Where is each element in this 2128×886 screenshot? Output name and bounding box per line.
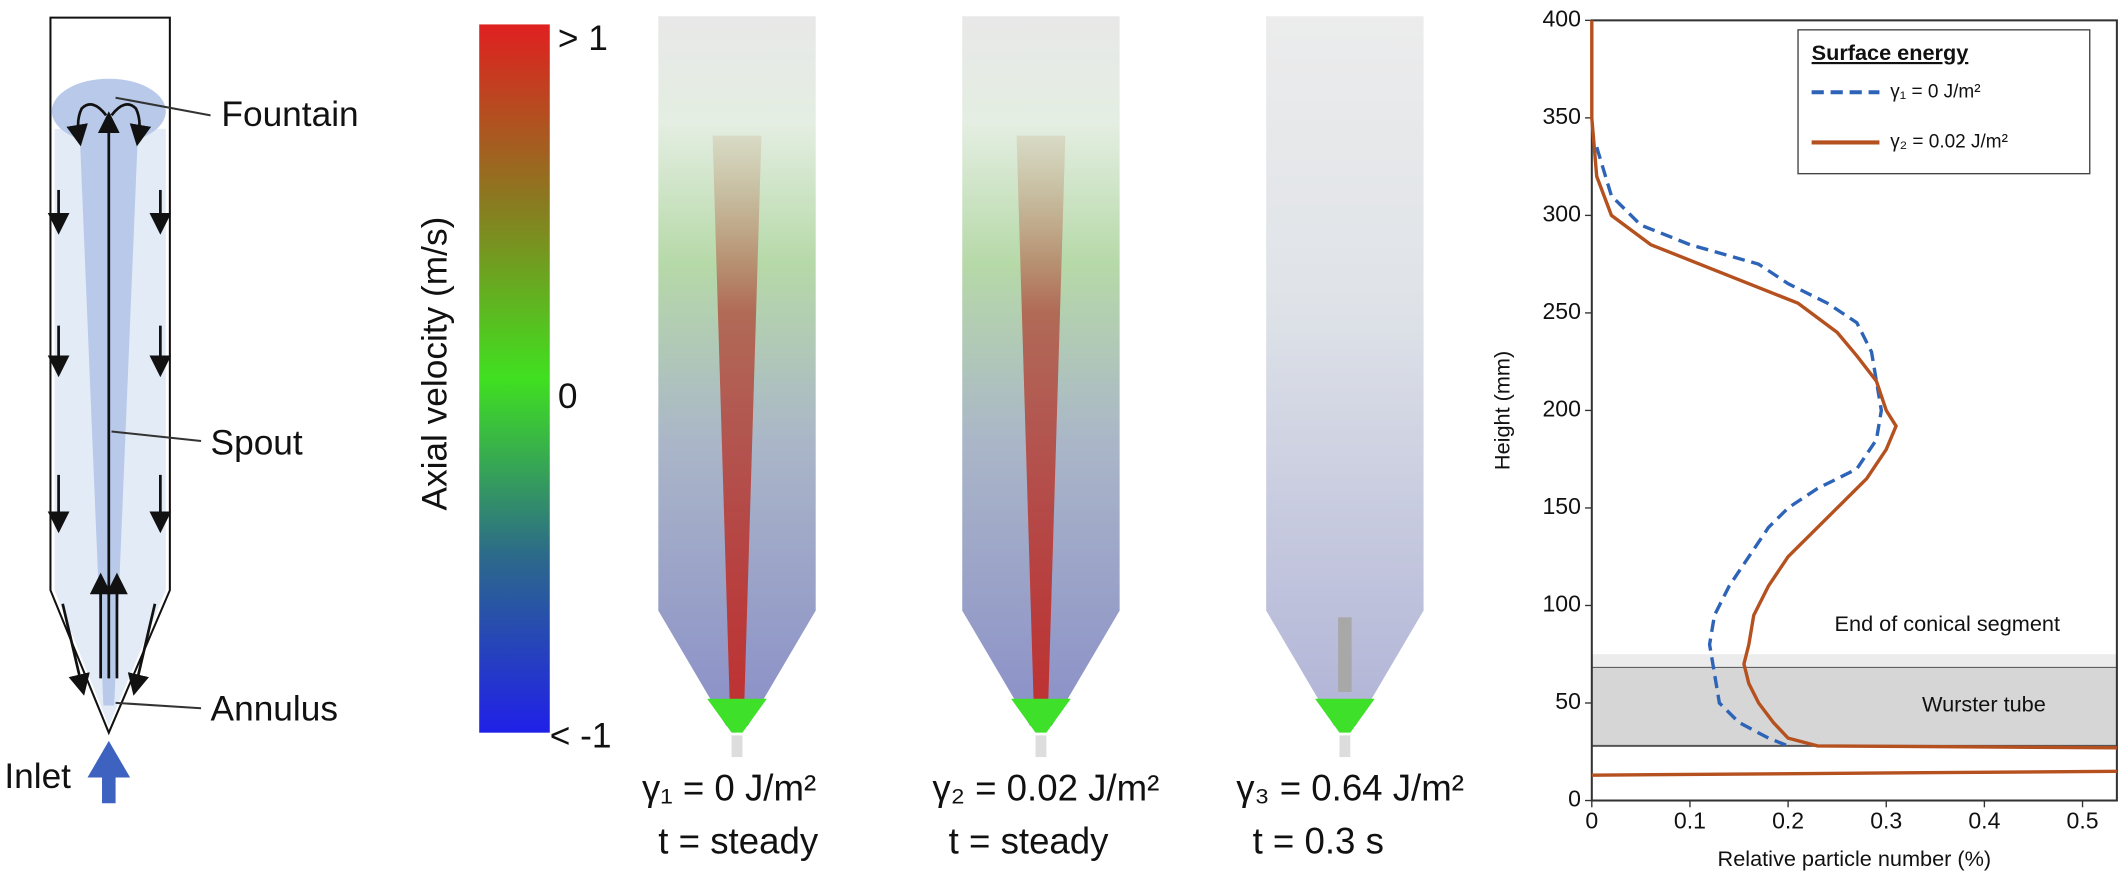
- simulation-panels: γ₁ = 0 J/m² t = steady γ₂ = 0.02 J/m² t = s…: [642, 16, 1464, 862]
- x-tick-label: 0: [1585, 807, 1598, 833]
- x-tick-label: 0.5: [2067, 807, 2099, 833]
- colorbar-label: 0: [558, 377, 578, 416]
- y-tick-label: 350: [1542, 103, 1580, 129]
- annotation-band: [1591, 654, 2117, 668]
- label: Inlet: [4, 757, 71, 796]
- flow-arrows: [47, 103, 172, 696]
- legend-box: [1797, 29, 2091, 175]
- x-tick-label: 0.3: [1870, 807, 1902, 833]
- schematic: Fountain Spout Annulus Inlet: [4, 16, 359, 804]
- annotation: Wurster tube: [1922, 691, 2046, 716]
- y-tick-label: 100: [1542, 591, 1580, 617]
- label: Spout: [211, 423, 303, 462]
- y-tick-label: 0: [1568, 786, 1581, 812]
- y-tick-label: 300: [1542, 200, 1580, 226]
- pointer-lines: [111, 96, 211, 710]
- colorbar-label: < -1: [550, 716, 612, 755]
- caption: t = steady: [658, 821, 819, 862]
- caption: γ₁ = 0 J/m²: [642, 768, 816, 809]
- y-tick-label: 250: [1542, 298, 1580, 324]
- x-tick-label: 0.1: [1674, 807, 1706, 833]
- wurster-tube: [1338, 617, 1352, 692]
- spout-core: [712, 135, 762, 720]
- caption: t = 0.3 s: [1253, 821, 1384, 862]
- series-line: [1590, 20, 2117, 777]
- annotation-band: [1591, 667, 2117, 746]
- inlet-jet: [1011, 698, 1071, 733]
- colorbar-label: > 1: [558, 19, 608, 58]
- inlet-jet: [1315, 698, 1375, 733]
- label: Annulus: [211, 689, 338, 728]
- label: Fountain: [221, 95, 358, 134]
- y-tick-label: 400: [1542, 5, 1580, 31]
- x-axis-title: Relative particle number (%): [1718, 846, 1992, 871]
- panel: γ₂ = 0.02 J/m² t = steady: [932, 16, 1159, 862]
- series-line: [1595, 146, 1884, 748]
- inlet-pipe: [1035, 735, 1047, 758]
- y-axis-title: Height (mm): [1489, 351, 1514, 470]
- colorbar-gradient: [479, 24, 550, 733]
- x-tick-label: 0.2: [1772, 807, 1804, 833]
- x-tick-label: 0.4: [1968, 807, 2000, 833]
- line-chart: End of conical segment Wurster tube 0 50 100…: [1489, 5, 2118, 871]
- caption: γ₂ = 0.02 J/m²: [932, 768, 1159, 809]
- legend-label: γ₂ = 0.02 J/m²: [1890, 131, 2008, 152]
- caption: t = steady: [949, 821, 1110, 862]
- panel: γ₁ = 0 J/m² t = steady: [642, 16, 819, 862]
- colorbar-title: Axial velocity (m/s): [415, 217, 454, 511]
- bed-vessel: [1266, 16, 1424, 726]
- inlet-arrow: [87, 740, 131, 804]
- inlet-jet: [707, 698, 767, 733]
- panel: γ₃ = 0.64 J/m² t = 0.3 s: [1236, 16, 1464, 862]
- inlet-pipe: [731, 735, 743, 758]
- annotation: End of conical segment: [1835, 611, 2060, 636]
- colorbar: > 1 0 < -1 Axial velocity (m/s): [415, 19, 611, 755]
- inlet-pipe: [1339, 735, 1351, 758]
- legend-title: Surface energy: [1812, 40, 1969, 65]
- spout-core: [1016, 135, 1066, 720]
- caption: γ₃ = 0.64 J/m²: [1236, 768, 1464, 809]
- y-tick-label: 200: [1542, 396, 1580, 422]
- y-tick-label: 50: [1555, 688, 1581, 714]
- y-tick-label: 150: [1542, 493, 1580, 519]
- legend-label: γ₁ = 0 J/m²: [1890, 81, 1980, 102]
